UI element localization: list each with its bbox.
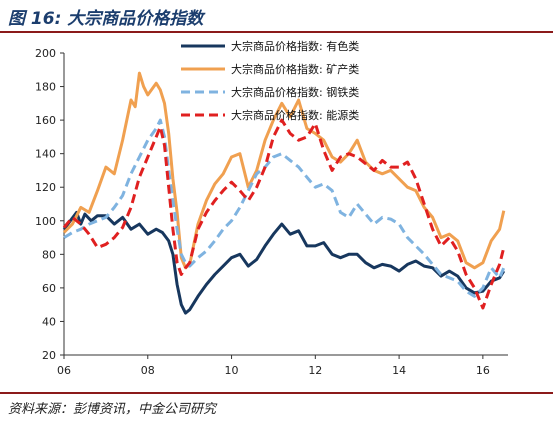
figure-title: 图 16: 大宗商品价格指数	[8, 9, 204, 29]
series-line-3	[63, 118, 506, 298]
x-tick-label: 06	[57, 364, 71, 377]
y-tick-label: 80	[42, 248, 56, 261]
legend-label-3: 大宗商品价格指数: 钢铁类	[231, 85, 359, 99]
x-tick-label: 10	[225, 364, 239, 377]
legend-label-2: 大宗商品价格指数: 矿产类	[231, 62, 359, 76]
y-tick-label: 140	[35, 148, 56, 161]
y-tick-label: 160	[35, 114, 56, 127]
y-tick-label: 20	[42, 349, 56, 362]
legend-label-1: 大宗商品价格指数: 有色类	[231, 39, 359, 53]
series-line-1	[62, 210, 506, 315]
y-tick-label: 200	[35, 47, 56, 60]
x-tick-label: 12	[308, 364, 322, 377]
series-line-2	[62, 71, 506, 270]
y-tick-label: 120	[35, 181, 56, 194]
chart-axes: 20 40 60 80 100 120 140 160 180 200 06 08 10 12 14 16	[35, 47, 508, 377]
y-tick-label: 180	[35, 81, 56, 94]
x-tick-label: 08	[141, 364, 155, 377]
y-tick-label: 40	[42, 315, 56, 328]
series-line-4	[62, 118, 506, 310]
legend-label-4: 大宗商品价格指数: 能源类	[231, 108, 359, 122]
y-tick-label: 60	[42, 282, 56, 295]
source-note: 资料来源：彭博资讯，中金公司研究	[8, 402, 217, 417]
x-tick-label: 14	[392, 364, 406, 377]
x-tick-label: 16	[476, 364, 490, 377]
series-layer	[62, 71, 506, 315]
y-tick-label: 100	[35, 215, 56, 228]
source-rule	[0, 392, 553, 394]
title-rule	[0, 31, 553, 33]
